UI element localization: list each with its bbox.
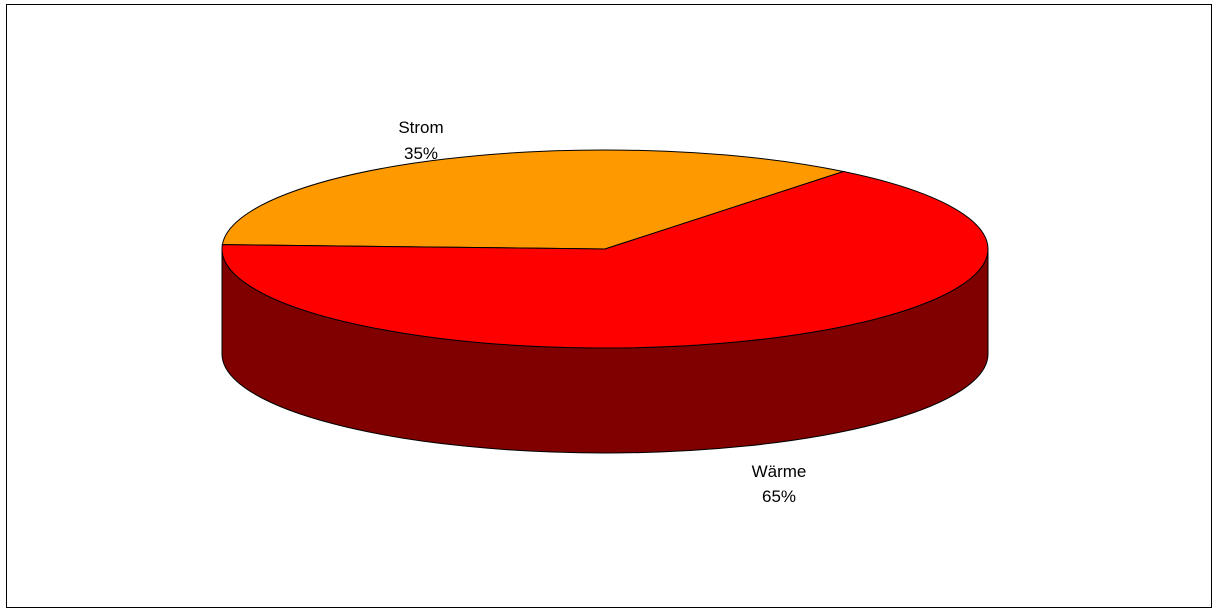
pie-slice-waerme bbox=[221, 171, 989, 349]
slice-percent-waerme: 65% bbox=[762, 487, 796, 506]
pie-labels: Strom 35% Wärme 65% bbox=[398, 118, 806, 506]
pie-slice-strom bbox=[221, 149, 846, 250]
pie-top bbox=[221, 149, 989, 349]
slice-label-strom: Strom bbox=[398, 118, 443, 137]
slice-label-waerme: Wärme bbox=[752, 462, 807, 481]
slice-percent-strom: 35% bbox=[404, 144, 438, 163]
